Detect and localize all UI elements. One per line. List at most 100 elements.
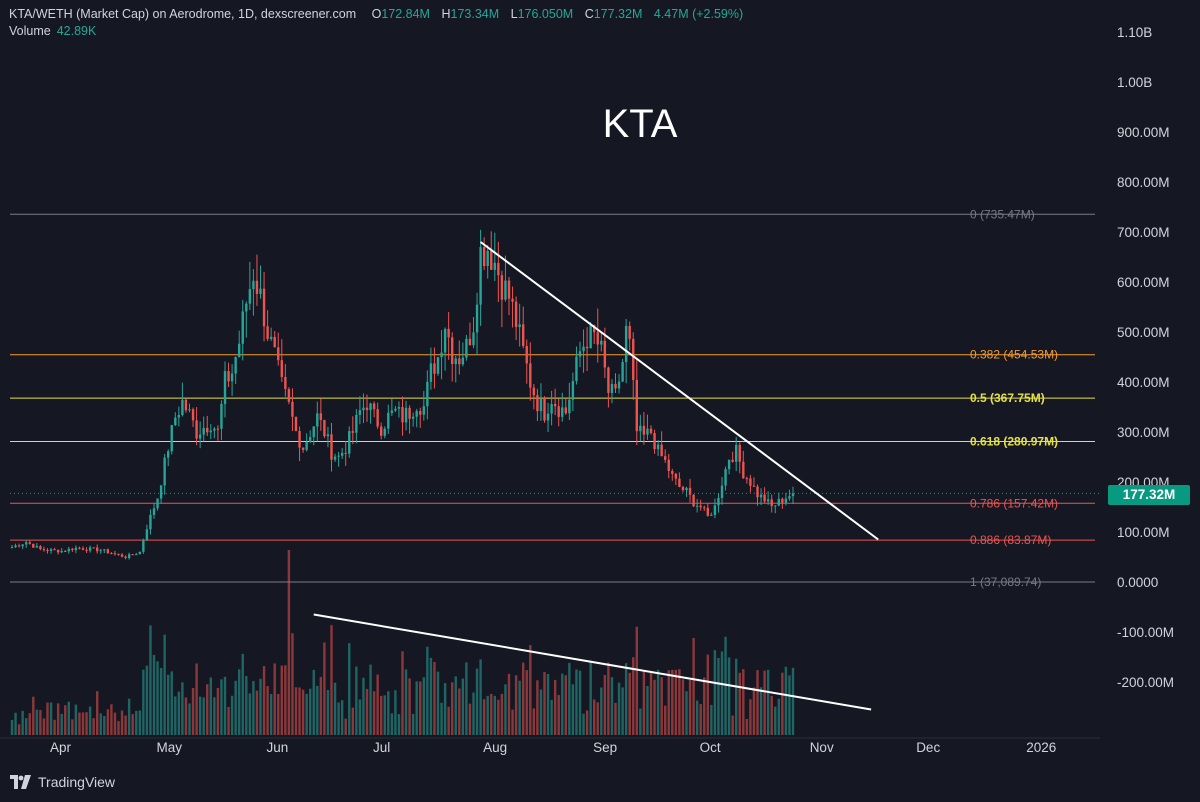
candle-body (490, 250, 493, 270)
candle-body (735, 444, 738, 462)
volume-bar (649, 672, 653, 735)
x-tick-label: Nov (810, 740, 834, 755)
volume-bar (401, 651, 404, 735)
volume-bar (49, 702, 53, 735)
candle-body (238, 343, 241, 358)
volume-bar (536, 680, 539, 735)
y-axis: 1.10B 1.00B 900.00M 800.00M 700.00M 600.00M 50… (1117, 25, 1174, 690)
volume-bar (142, 669, 145, 735)
candle-body (426, 381, 429, 407)
volume-bar (529, 645, 532, 735)
volume-bar (727, 657, 731, 735)
volume-bar (458, 688, 461, 735)
candle-body (692, 494, 695, 507)
volume-bar (42, 718, 46, 735)
volume-bar (127, 698, 131, 735)
candle-body (511, 298, 514, 302)
volume-bar (468, 703, 472, 735)
volume-bar (195, 663, 198, 735)
volume-bar (174, 696, 177, 735)
candle-body (277, 347, 280, 361)
tradingview-logo[interactable]: TradingView (10, 774, 115, 790)
volume-bar (266, 686, 269, 735)
volume-bar (511, 709, 514, 735)
candle-body (575, 356, 578, 382)
candle-body (717, 497, 720, 506)
candle-body (585, 346, 589, 349)
volume-bar (365, 688, 369, 735)
candle-body (550, 403, 553, 414)
volume-bar (163, 634, 166, 735)
candle-body (39, 546, 42, 550)
volume-bar (500, 693, 504, 735)
candle-body (344, 452, 347, 454)
volume-bar (330, 625, 333, 735)
volume-bar (685, 691, 688, 735)
volume-bar (791, 667, 795, 735)
candle-body (177, 414, 181, 418)
candle-body (124, 556, 127, 558)
volume-bar (617, 682, 621, 735)
candle-body (479, 247, 482, 305)
volume-bar (561, 673, 564, 735)
volume-bar (518, 680, 521, 735)
volume-bar (742, 669, 745, 735)
volume-bar (135, 710, 138, 735)
trendline-price-resistance[interactable] (480, 241, 879, 541)
candle-body (21, 544, 24, 547)
candle-body (678, 478, 681, 487)
volume-bar (60, 713, 63, 735)
volume-bar (81, 712, 85, 735)
candle-body (632, 338, 635, 380)
candle-body (500, 275, 504, 300)
fib-level-label: 0.786 (157.42M) (970, 496, 1058, 510)
candle-body (152, 508, 156, 515)
high-label: H (441, 7, 451, 21)
volume-bar (369, 664, 372, 735)
candle-body (99, 550, 102, 552)
candle-body (600, 340, 603, 345)
volume-bar (198, 696, 202, 735)
candle-body (120, 554, 124, 557)
candle-body (649, 428, 653, 434)
candle-body (330, 434, 333, 460)
candle-body (504, 280, 507, 300)
trendline-volume-downtrend[interactable] (313, 613, 872, 711)
fib-level-label: 0.5 (367.75M) (970, 391, 1045, 405)
volume-bar (362, 677, 365, 735)
candle-body (539, 398, 543, 412)
candle-body (774, 505, 777, 507)
y-tick-label: 0.0000 (1117, 575, 1158, 590)
volume-bar (735, 658, 738, 735)
candle-body (553, 403, 557, 407)
volume-bar (600, 687, 603, 735)
x-tick-label: May (157, 740, 183, 755)
candle-body (738, 444, 741, 462)
candle-body (333, 456, 337, 460)
candle-body (60, 551, 63, 553)
candle-body (78, 547, 81, 549)
volume-bar (131, 714, 134, 735)
volume-bar (408, 678, 411, 735)
candle-body (241, 311, 244, 344)
candle-body (681, 486, 685, 491)
volume-bar (546, 674, 550, 735)
candle-body (191, 409, 195, 421)
x-tick-label: Dec (916, 740, 940, 755)
volume-bar (429, 657, 433, 735)
volume-bar (749, 699, 752, 735)
candle-body (96, 547, 99, 552)
volume-bar (14, 712, 17, 735)
x-tick-label: Jul (373, 740, 390, 755)
volume-bar (138, 710, 141, 735)
low-label: L (510, 7, 518, 21)
candle-body (546, 413, 550, 421)
chart-header: KTA/WETH (Market Cap) on Aerodrome, 1D, … (9, 7, 751, 21)
y-tick-label: 500.00M (1117, 325, 1170, 340)
candle-body (213, 428, 216, 431)
candle-body (419, 411, 422, 415)
candle-body (635, 379, 638, 432)
volume-bar (607, 662, 610, 735)
candle-body (486, 250, 489, 267)
